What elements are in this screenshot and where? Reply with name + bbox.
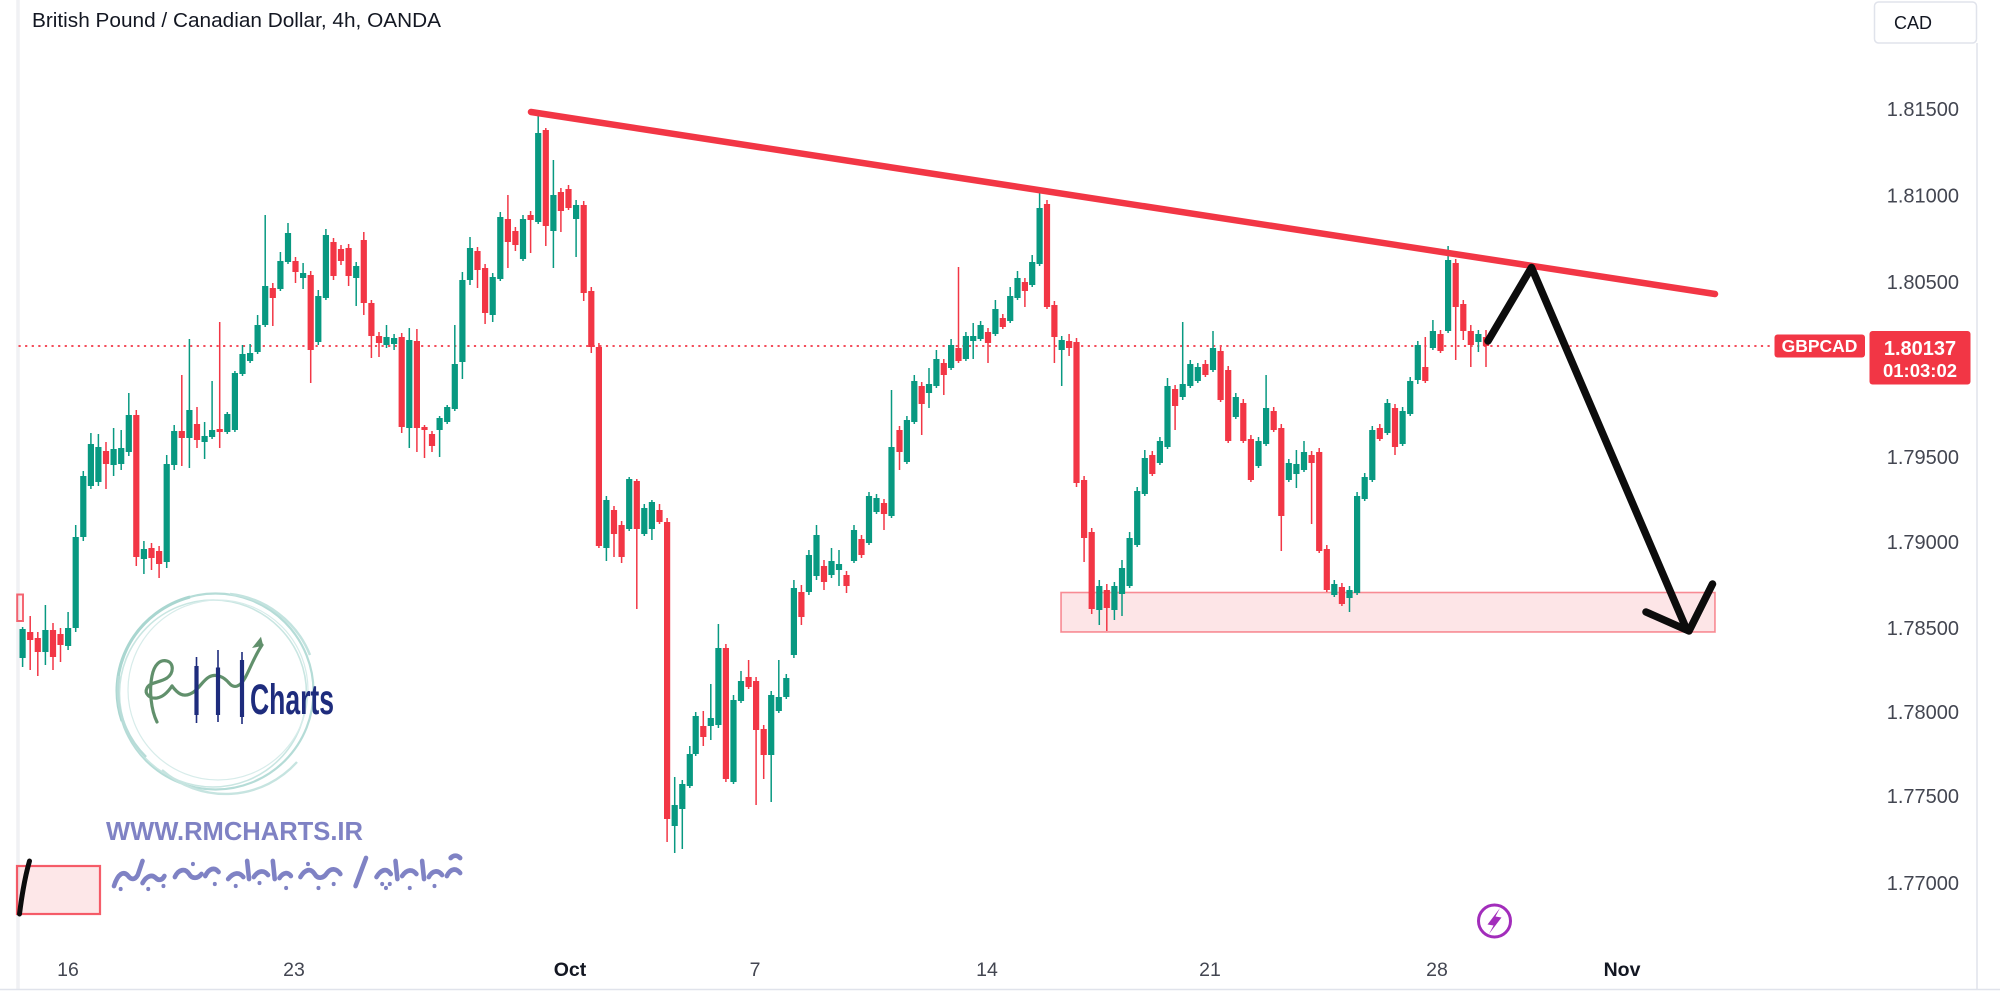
- svg-text:British Pound / Canadian Dolla: British Pound / Canadian Dollar, 4h, OAN…: [32, 10, 442, 32]
- svg-text:1.81000: 1.81000: [1887, 186, 1959, 208]
- svg-text:1.77000: 1.77000: [1887, 873, 1959, 895]
- svg-text:01:03:02: 01:03:02: [1883, 360, 1957, 381]
- svg-text:16: 16: [57, 959, 79, 981]
- svg-text:14: 14: [976, 959, 998, 981]
- svg-text:1.78000: 1.78000: [1887, 702, 1959, 724]
- svg-text:1.79000: 1.79000: [1887, 532, 1959, 554]
- svg-text:1.81500: 1.81500: [1887, 99, 1959, 121]
- svg-text:21: 21: [1199, 959, 1221, 981]
- svg-text:WWW.RMCHARTS.IR: WWW.RMCHARTS.IR: [106, 816, 363, 846]
- svg-text:Charts: Charts: [250, 676, 334, 724]
- svg-text:23: 23: [283, 959, 305, 981]
- svg-text:1.80137: 1.80137: [1884, 338, 1956, 360]
- svg-text:1.79500: 1.79500: [1887, 447, 1959, 469]
- svg-text:GBPCAD: GBPCAD: [1782, 336, 1858, 356]
- svg-text:1.78500: 1.78500: [1887, 618, 1959, 640]
- svg-text:1.77500: 1.77500: [1887, 786, 1959, 808]
- svg-text:CAD: CAD: [1894, 13, 1932, 33]
- svg-text:Nov: Nov: [1604, 959, 1641, 981]
- svg-text:Oct: Oct: [554, 959, 587, 981]
- svg-text:7: 7: [750, 959, 761, 981]
- svg-text:1.80500: 1.80500: [1887, 272, 1959, 294]
- svg-text:28: 28: [1426, 959, 1448, 981]
